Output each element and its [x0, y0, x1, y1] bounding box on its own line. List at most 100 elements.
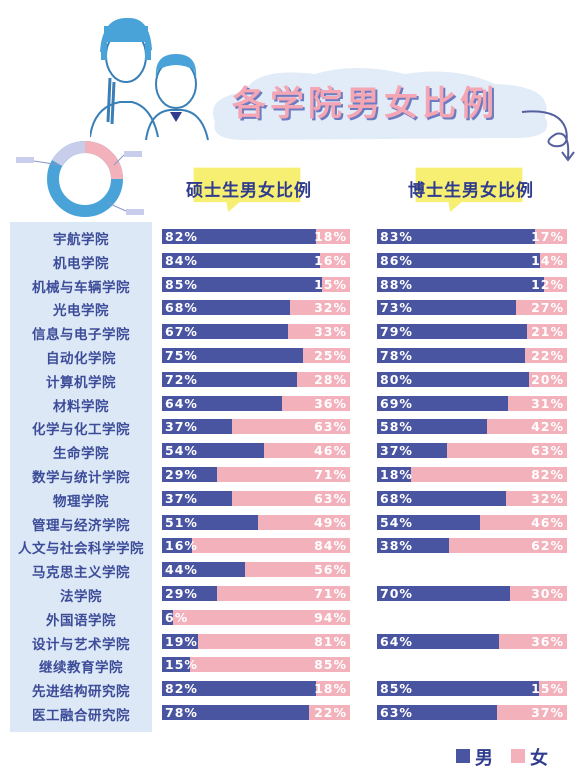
master-male-label: 37%: [165, 490, 198, 506]
master-female-label: 56%: [314, 562, 347, 578]
master-male-bar: [162, 276, 322, 292]
master-female-label: 84%: [314, 538, 347, 554]
college-label: 宇航学院: [53, 232, 109, 248]
master-male-bar: [162, 657, 191, 673]
college-label: 先进结构研究院: [32, 684, 130, 701]
phd-male-label: 69%: [380, 395, 413, 411]
master-female-label: 63%: [314, 490, 347, 506]
master-female-label: 15%: [314, 276, 347, 292]
master-female-label: 46%: [314, 443, 347, 459]
phd-male-label: 83%: [380, 229, 413, 244]
master-male-label: 54%: [165, 443, 198, 459]
donut-decoration: [16, 140, 144, 217]
phd-male-bar: [377, 633, 499, 649]
master-female-label: 94%: [314, 609, 347, 625]
master-male-bar: [162, 300, 290, 316]
master-female-label: 16%: [314, 252, 347, 268]
master-male-label: 67%: [165, 324, 198, 340]
master-female-bar: [162, 633, 350, 649]
master-male-label: 72%: [165, 371, 198, 387]
phd-female-label: 36%: [531, 633, 564, 649]
master-male-bar: [162, 562, 245, 578]
phd-female-label: 20%: [531, 371, 564, 387]
college-label: 自动化学院: [46, 351, 116, 367]
phd-male-label: 80%: [380, 371, 413, 387]
master-male-label: 15%: [165, 657, 198, 673]
master-male-bar: [162, 538, 193, 554]
master-male-bar: [162, 443, 264, 459]
phd-male-bar: [377, 681, 539, 697]
phd-female-label: 14%: [531, 252, 564, 268]
phd-male-bar: [377, 252, 541, 268]
phd-female-label: 46%: [531, 514, 564, 530]
college-label: 物理学院: [53, 493, 109, 510]
master-female-label: 71%: [314, 586, 347, 601]
chart-title: 各学院男女比例: [232, 84, 498, 124]
phd-male-bar: [377, 300, 516, 316]
master-male-label: 44%: [165, 562, 198, 578]
phd-male-bar: [377, 419, 488, 435]
master-male-label: 16%: [165, 538, 198, 554]
master-male-bar: [162, 609, 174, 625]
phd-female-bar: [377, 467, 567, 482]
master-female-bar: [162, 609, 350, 625]
phd-female-label: 12%: [531, 276, 564, 292]
master-male-bar: [162, 681, 317, 697]
phd-female-label: 42%: [531, 419, 564, 435]
college-label: 设计与艺术学院: [32, 636, 130, 653]
master-male-bar: [162, 586, 217, 601]
phd-female-label: 31%: [531, 395, 564, 411]
master-female-label: 85%: [314, 657, 347, 673]
master-female-label: 49%: [314, 514, 347, 530]
phd-male-label: 68%: [380, 490, 413, 506]
master-male-label: 75%: [165, 348, 198, 363]
people-illustration: [90, 17, 209, 141]
master-male-bar: [162, 252, 320, 268]
master-male-label: 29%: [165, 586, 198, 601]
phd-male-label: 18%: [380, 467, 413, 482]
phd-female-label: 17%: [531, 229, 564, 244]
phd-male-bar: [377, 395, 509, 411]
master-female-label: 81%: [314, 633, 347, 649]
phd-male-label: 70%: [380, 586, 413, 601]
phd-female-label: 82%: [531, 467, 564, 482]
master-female-label: 18%: [314, 229, 347, 244]
phd-female-label: 22%: [531, 348, 564, 363]
phd-male-label: 78%: [380, 348, 413, 363]
phd-male-bar: [377, 324, 528, 340]
master-male-label: 37%: [165, 419, 198, 435]
phd-male-bar: [377, 586, 510, 601]
college-label: 人文与社会科学学院: [18, 541, 144, 558]
master-male-label: 84%: [165, 252, 198, 268]
phd-male-bar: [377, 705, 497, 720]
phd-male-label: 73%: [380, 300, 413, 316]
college-label: 光电学院: [53, 303, 109, 320]
phd-female-label: 15%: [531, 681, 564, 697]
phd-male-label: 38%: [380, 538, 413, 554]
phd-male-label: 54%: [380, 514, 413, 530]
master-male-label: 6%: [165, 609, 189, 625]
phd-male-bar: [377, 443, 448, 459]
master-female-bar: [162, 538, 350, 554]
phd-female-label: 21%: [531, 324, 564, 340]
college-label: 信息与电子学院: [32, 327, 130, 344]
phd-title-bubble: [415, 167, 523, 212]
college-label: 数学与统计学院: [32, 470, 130, 486]
title-cloud: [213, 68, 548, 140]
master-male-label: 78%: [165, 705, 198, 720]
master-female-bar: [162, 657, 350, 673]
master-male-bar: [162, 633, 198, 649]
master-male-label: 19%: [165, 633, 198, 649]
phd-panel-title: 博士生男女比例: [408, 181, 534, 201]
phd-female-label: 30%: [531, 586, 564, 601]
phd-male-bar: [377, 276, 545, 292]
college-label: 法学院: [60, 589, 102, 605]
college-label: 生命学院: [53, 446, 109, 463]
college-label: 化学与化工学院: [32, 422, 130, 439]
phd-male-label: 85%: [380, 681, 413, 697]
master-male-label: 82%: [165, 681, 198, 697]
college-label: 机电学院: [53, 255, 109, 272]
master-male-bar: [162, 705, 309, 720]
master-male-bar: [162, 371, 298, 387]
phd-male-bar: [377, 348, 526, 363]
